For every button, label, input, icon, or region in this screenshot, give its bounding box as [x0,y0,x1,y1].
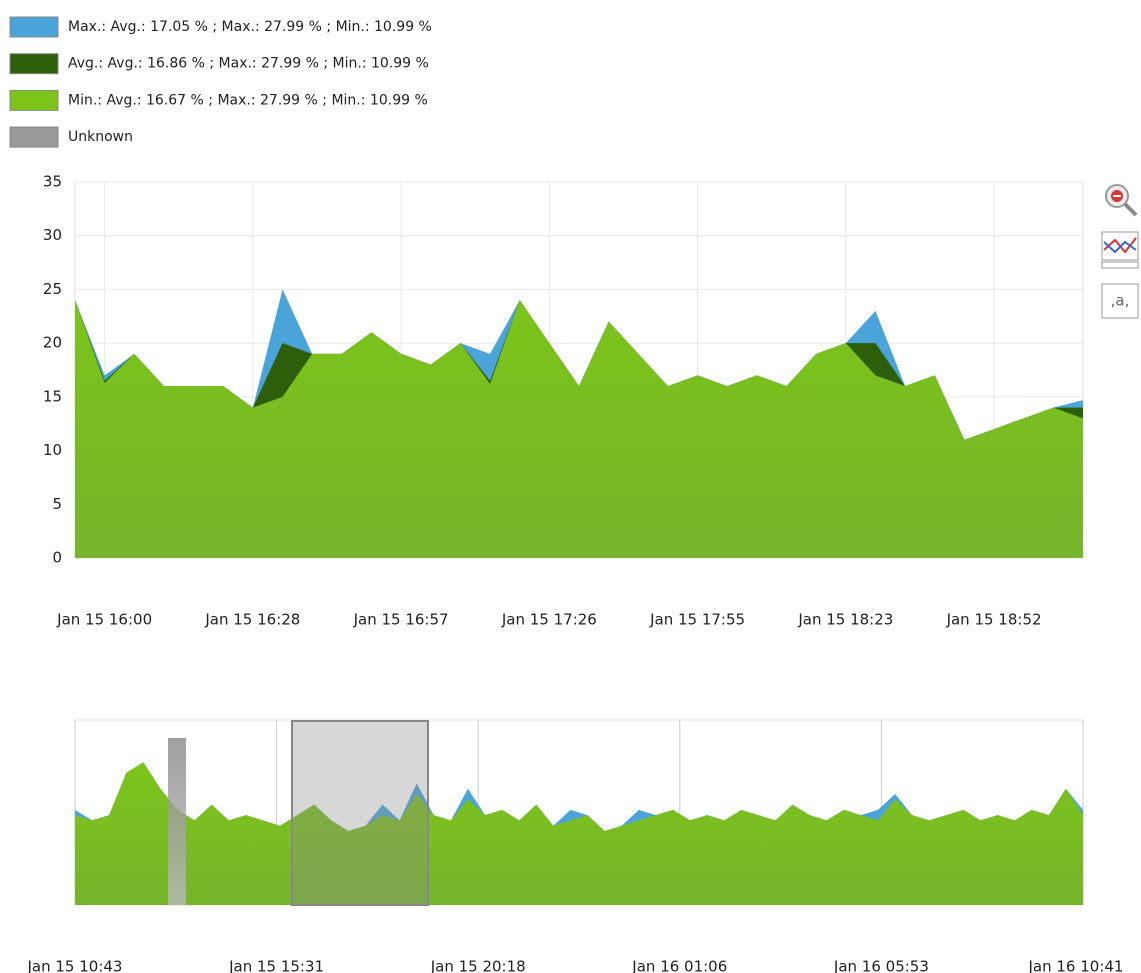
x-tick-label: Jan 15 16:00 [56,611,152,629]
toolbar: ,a, [1101,184,1139,319]
y-tick-label: 25 [43,280,62,298]
x-tick-label: Jan 16 05:53 [833,958,929,973]
x-tick-label: Jan 16 01:06 [631,958,727,973]
x-tick-label: Jan 16 10:41 [1028,958,1124,973]
legend-label: Unknown [68,129,133,145]
x-tick-label: Jan 15 17:55 [649,611,745,629]
x-tick-label: Jan 15 18:23 [797,611,893,629]
label-icon[interactable]: ,a, [1101,283,1139,319]
y-tick-label: 15 [43,387,62,405]
legend-swatch [9,89,59,111]
legend-label: Avg.: Avg.: 16.86 % ; Max.: 27.99 % ; Mi… [68,56,429,72]
legend-label: Max.: Avg.: 17.05 % ; Max.: 27.99 % ; Mi… [68,19,432,35]
x-tick-label: Jan 15 17:26 [501,611,597,629]
curve-icon[interactable] [1101,231,1139,269]
y-tick-label: 30 [43,226,62,244]
y-tick-label: 0 [52,549,62,567]
y-tick-label: 35 [43,173,62,191]
zoom-out-icon[interactable] [1105,184,1138,217]
legend-swatch [9,16,59,38]
area-series [75,300,1083,558]
area-series [75,762,1083,905]
x-tick-label: Jan 15 16:28 [204,611,300,629]
legend-label: Min.: Avg.: 16.67 % ; Max.: 27.99 % ; Mi… [68,92,428,108]
y-tick-label: 10 [43,441,62,459]
x-tick-label: Jan 15 18:52 [946,611,1042,629]
legend-swatch [9,53,59,75]
y-tick-label: 5 [52,495,62,513]
selection-window[interactable] [291,720,429,906]
x-tick-label: Jan 15 10:43 [27,958,123,973]
x-tick-label: Jan 15 15:31 [228,958,324,973]
y-tick-label: 20 [43,334,62,352]
x-tick-label: Jan 15 20:18 [430,958,526,973]
svg-text:,a,: ,a, [1111,292,1130,310]
legend-swatch [9,126,59,148]
x-tick-label: Jan 15 16:57 [353,611,449,629]
unknown-period [168,738,186,905]
